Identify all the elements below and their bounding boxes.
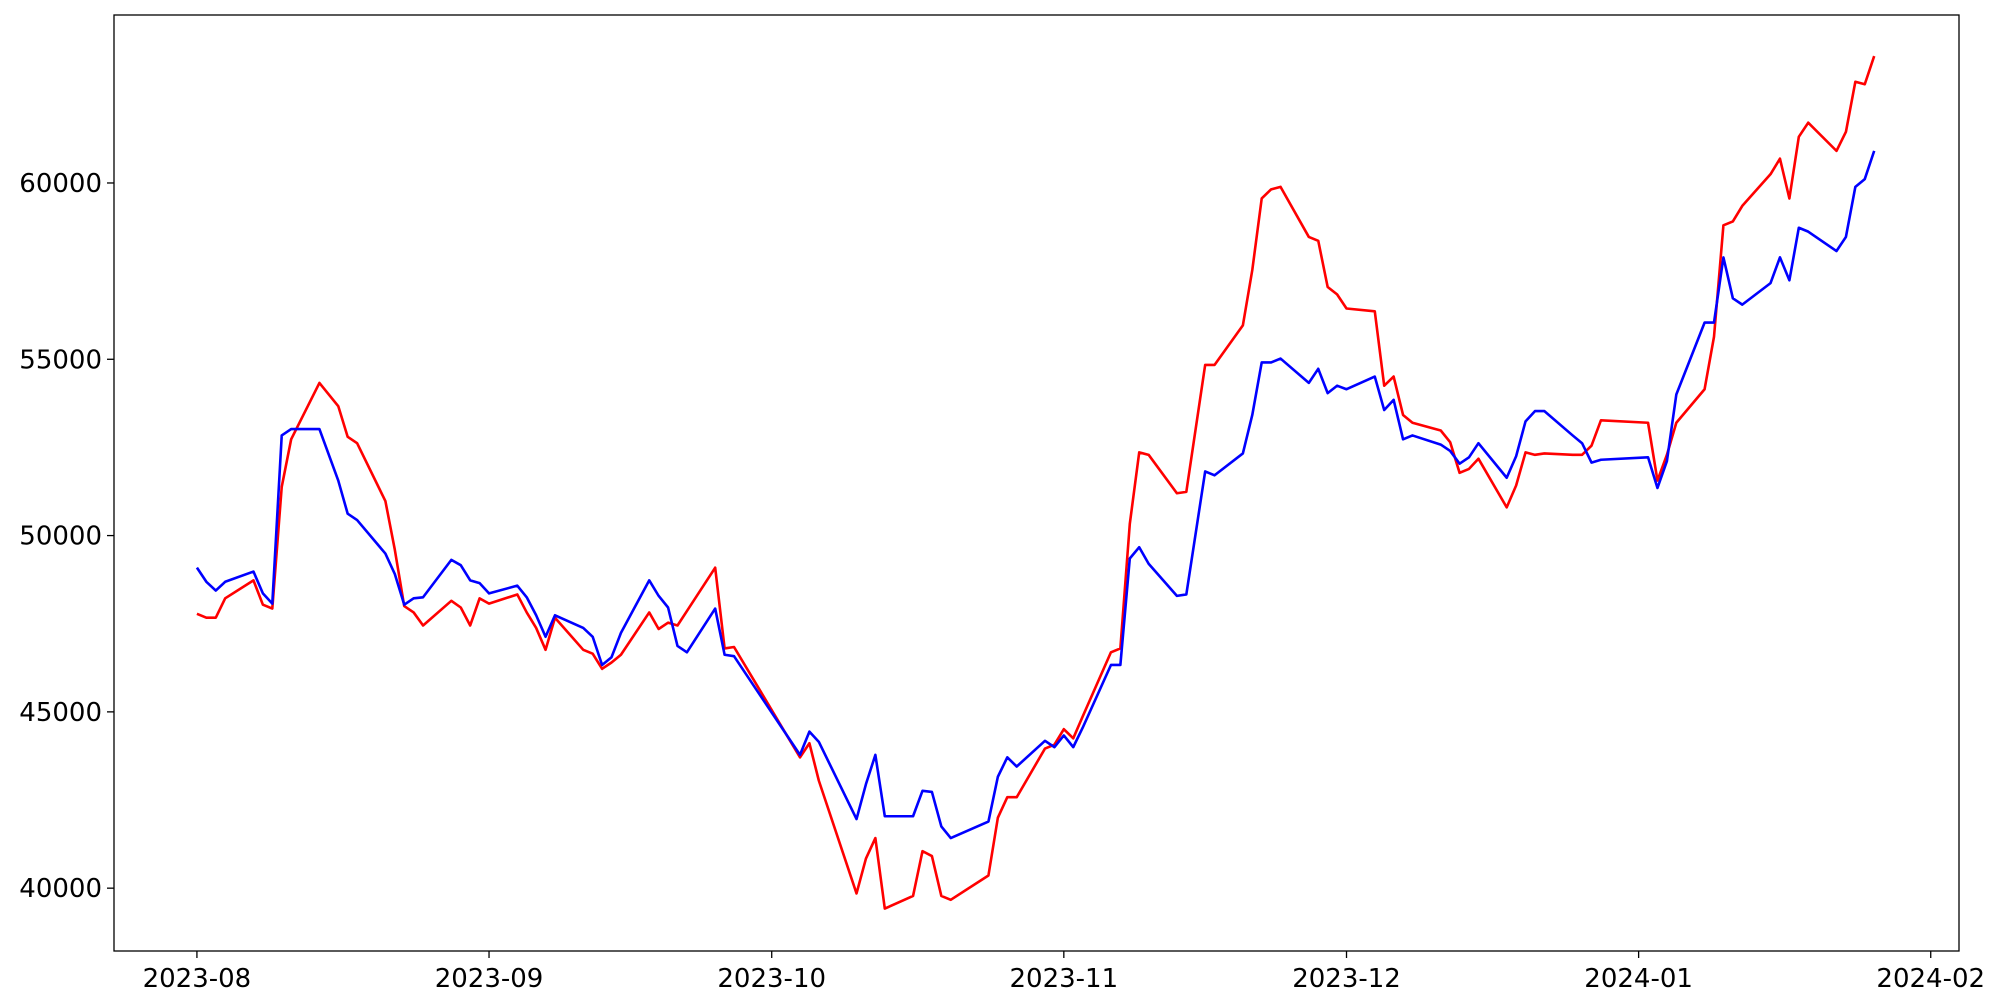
y-tick-label: 60000: [19, 169, 102, 199]
data-line: [195, 150, 1876, 840]
x-tick-label: 2024-02: [1876, 964, 1985, 994]
y-tick-label: 45000: [19, 698, 102, 728]
data-line: [196, 55, 1876, 910]
y-tick-label: 40000: [19, 874, 102, 904]
x-tick-label: 2024-01: [1584, 964, 1693, 994]
x-tick-label: 2023-12: [1292, 964, 1401, 994]
y-tick-label: 55000: [19, 345, 102, 375]
x-tick-label: 2023-09: [435, 964, 544, 994]
y-tick-label: 50000: [19, 522, 102, 552]
x-tick-label: 2023-10: [717, 964, 826, 994]
plot-frame: [113, 14, 1960, 952]
x-tick-label: 2023-08: [143, 964, 252, 994]
x-tick-label: 2023-11: [1010, 964, 1119, 994]
